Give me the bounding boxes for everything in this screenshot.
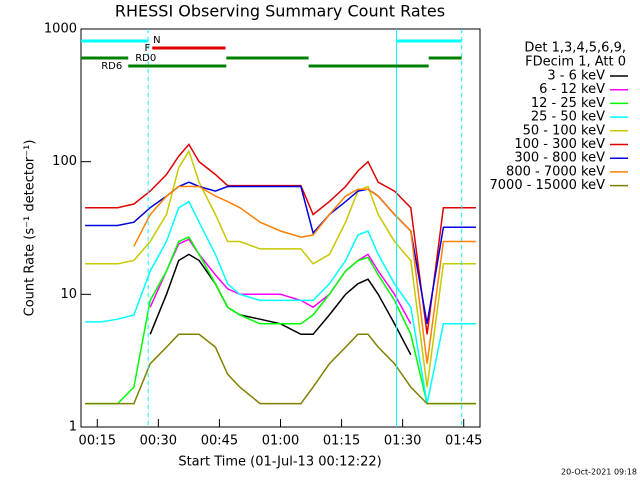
x-tick-label: 01:15 <box>323 434 360 449</box>
flag-label: RD6 <box>101 61 122 72</box>
legend-label: 50 - 100 keV <box>523 123 606 138</box>
timestamp: 20-Oct-2021 09:18 <box>561 468 637 477</box>
flag-label: N <box>153 35 160 46</box>
legend-title: Det 1,3,4,5,6,9, <box>524 41 626 56</box>
x-tick-label: 01:00 <box>262 434 299 449</box>
series-line <box>85 333 476 405</box>
legend-label: 100 - 300 keV <box>514 137 605 152</box>
series-line <box>85 200 476 404</box>
flag-label: F <box>144 43 150 54</box>
legend-label: 7000 - 15000 keV <box>490 178 606 193</box>
x-tick-label: 00:15 <box>79 434 116 449</box>
series-line <box>85 236 476 405</box>
legend-label: 800 - 7000 keV <box>506 164 605 179</box>
y-tick-label: 1 <box>69 420 77 435</box>
legend-title: FDecim 1, Att 0 <box>525 55 626 70</box>
series-line <box>85 143 476 335</box>
legend-label: 300 - 800 keV <box>514 151 605 166</box>
x-tick-label: 00:45 <box>201 434 238 449</box>
x-tick-label: 01:30 <box>384 434 421 449</box>
x-tick-label: 00:30 <box>140 434 177 449</box>
y-tick-label: 10 <box>60 287 77 302</box>
x-tick-label: 01:45 <box>445 434 482 449</box>
series-line <box>133 185 476 364</box>
y-axis-title: Count Rate (s⁻¹ detector⁻¹) <box>23 140 38 317</box>
legend-label: 25 - 50 keV <box>531 110 605 125</box>
legend-label: 3 - 6 keV <box>547 69 605 84</box>
legend-label: 6 - 12 keV <box>539 82 605 97</box>
y-tick-label: 100 <box>52 154 77 169</box>
legend-label: 12 - 25 keV <box>531 96 605 111</box>
series-line <box>85 149 476 388</box>
y-tick-label: 1000 <box>44 22 77 37</box>
flag-label: RD0 <box>135 53 156 64</box>
series-line <box>149 238 412 325</box>
x-axis-title: Start Time (01-Jul-13 00:12:22) <box>178 455 381 470</box>
chart-title: RHESSI Observing Summary Count Rates <box>115 2 445 21</box>
